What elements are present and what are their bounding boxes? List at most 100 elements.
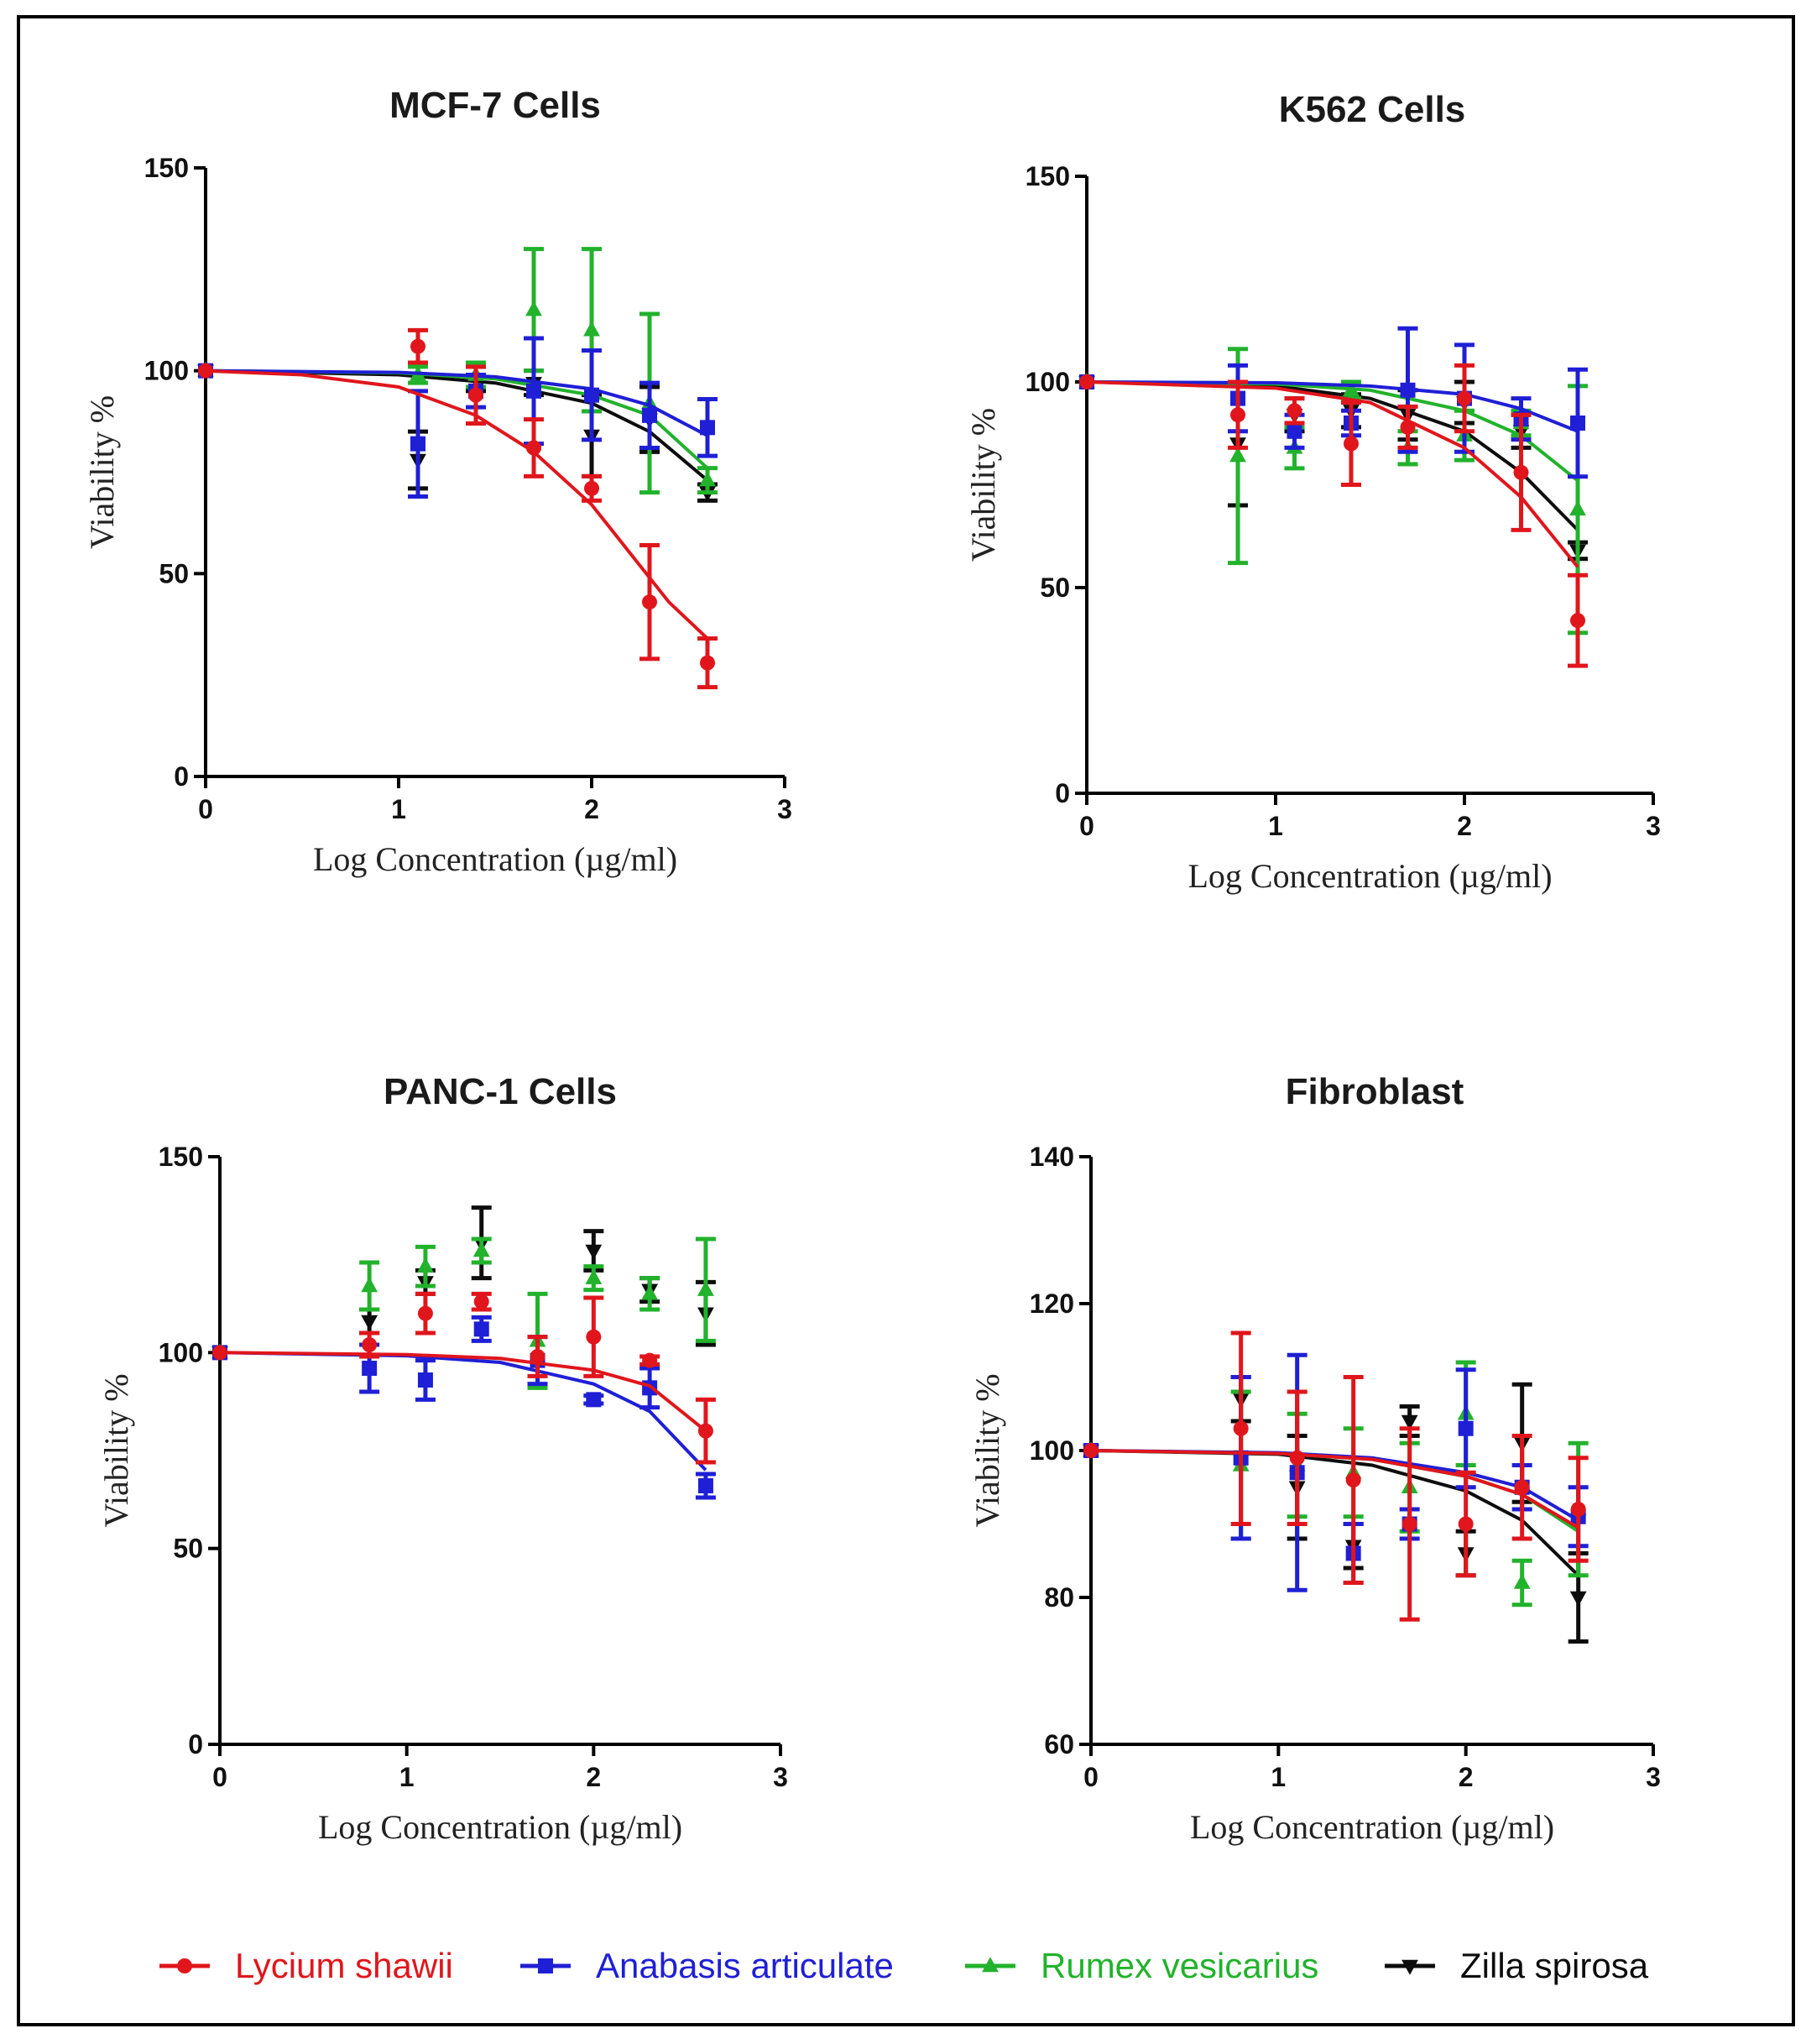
data-point <box>526 440 541 456</box>
data-point <box>584 480 599 496</box>
data-point <box>700 655 715 671</box>
data-point <box>697 1280 714 1296</box>
data-point <box>361 1315 378 1330</box>
series-lycium-shawii <box>198 327 718 690</box>
series-lycium-shawii <box>1083 1330 1589 1622</box>
y-tick-label: 60 <box>1044 1729 1074 1759</box>
chart-title: PANC-1 Cells <box>384 1071 617 1112</box>
y-tick-label: 0 <box>188 1729 203 1759</box>
x-tick-label: 0 <box>198 794 213 824</box>
legend: Lycium shawii Anabasis articulate Rumex ve… <box>159 1946 1649 1985</box>
fit-curve <box>1090 1449 1579 1529</box>
series-anabasis-articulate <box>198 336 718 499</box>
legend-label: Anabasis articulate <box>596 1946 894 1985</box>
data-point <box>417 1257 434 1273</box>
data-point <box>417 1305 433 1321</box>
y-tick-label: 100 <box>1026 367 1070 397</box>
chart-panc-1-cells: PANC-1 Cells 0 50 100 150 0 1 2 3 Log Concentrati… <box>97 1071 788 1846</box>
y-tick-label: 150 <box>144 153 189 183</box>
y-tick-label: 50 <box>173 1534 203 1564</box>
data-point <box>417 1372 433 1388</box>
data-point <box>1570 416 1585 431</box>
x-tick-label: 0 <box>1083 1762 1099 1792</box>
data-point <box>473 1321 489 1337</box>
x-axis-label: Log Concentration (µg/ml) <box>318 1808 682 1846</box>
legend-item-lycium-shawii: Lycium shawii <box>159 1946 453 1985</box>
data-point <box>1400 419 1416 435</box>
data-point <box>362 1337 378 1352</box>
data-point <box>1289 1450 1305 1466</box>
data-point <box>468 387 483 403</box>
x-tick-label: 1 <box>399 1762 415 1792</box>
series-lycium-shawii <box>212 1291 716 1465</box>
fit-curve <box>1086 380 1579 531</box>
x-tick-label: 2 <box>1459 1762 1474 1792</box>
data-point <box>1287 403 1302 419</box>
chart-k562-cells: K562 Cells 0 50 100 150 0 1 2 3 Log Concentration… <box>964 89 1661 895</box>
legend-marker <box>982 1957 999 1973</box>
x-tick-label: 3 <box>773 1762 788 1792</box>
x-tick-label: 2 <box>586 1762 601 1792</box>
data-point <box>1514 1479 1530 1495</box>
y-tick-label: 0 <box>1055 778 1070 808</box>
data-point <box>1458 1420 1474 1436</box>
data-point <box>1457 390 1472 406</box>
data-point <box>530 1349 545 1364</box>
x-tick-label: 2 <box>584 794 599 824</box>
x-tick-label: 1 <box>1268 811 1283 841</box>
x-tick-label: 0 <box>212 1762 227 1792</box>
x-axis-label: Log Concentration (µg/ml) <box>1187 857 1552 895</box>
legend-label: Zilla spirosa <box>1460 1946 1649 1985</box>
chart-title: Fibroblast <box>1286 1071 1464 1112</box>
y-tick-label: 100 <box>1030 1435 1074 1466</box>
y-tick-label: 140 <box>1030 1142 1074 1172</box>
data-point <box>1513 464 1529 480</box>
legend-marker <box>1401 1959 1418 1975</box>
chart-title: K562 Cells <box>1279 89 1466 130</box>
chart-title: MCF-7 Cells <box>389 85 601 126</box>
figure-frame <box>17 15 1795 2026</box>
x-tick-label: 0 <box>1079 811 1094 841</box>
legend-marker <box>538 1958 553 1973</box>
y-axis-label: Viability % <box>968 1373 1006 1527</box>
data-point <box>1230 407 1245 423</box>
data-point <box>1287 423 1302 439</box>
data-point <box>1569 1591 1587 1607</box>
data-point <box>1569 500 1586 516</box>
series-lycium-shawii <box>1079 363 1588 668</box>
y-tick-label: 120 <box>1030 1289 1074 1319</box>
x-tick-label: 2 <box>1457 811 1472 841</box>
legend-marker <box>177 1958 192 1973</box>
fit-curve <box>1086 380 1579 568</box>
data-point <box>1345 1472 1361 1487</box>
y-axis-label: Viability % <box>97 1373 135 1527</box>
data-point <box>642 594 657 610</box>
data-point <box>584 387 599 403</box>
data-point <box>473 1294 489 1310</box>
y-tick-label: 80 <box>1044 1582 1074 1613</box>
data-point <box>1570 613 1585 629</box>
data-point <box>641 1284 659 1300</box>
x-tick-label: 1 <box>391 794 406 824</box>
data-point <box>1344 436 1359 452</box>
data-point <box>1343 381 1360 396</box>
data-point <box>1400 382 1416 398</box>
data-point <box>642 1352 658 1368</box>
data-point <box>1458 1516 1474 1532</box>
data-point <box>1233 1420 1249 1436</box>
x-axis-label: Log Concentration (µg/ml) <box>313 840 677 878</box>
data-point <box>1079 374 1094 389</box>
x-axis-label: Log Concentration (µg/ml) <box>1190 1808 1554 1846</box>
data-point <box>526 383 541 399</box>
legend-item-rumex-vesicarius: Rumex vesicarius <box>965 1946 1318 1985</box>
x-tick-label: 3 <box>1646 1762 1661 1792</box>
data-point <box>198 363 213 379</box>
legend-label: Rumex vesicarius <box>1041 1946 1318 1985</box>
data-point <box>697 1423 713 1439</box>
y-axis-label: Viability % <box>964 408 1002 562</box>
data-point <box>586 1392 602 1408</box>
y-tick-label: 50 <box>159 558 189 588</box>
y-tick-label: 100 <box>159 1337 203 1367</box>
data-point <box>697 1478 713 1493</box>
